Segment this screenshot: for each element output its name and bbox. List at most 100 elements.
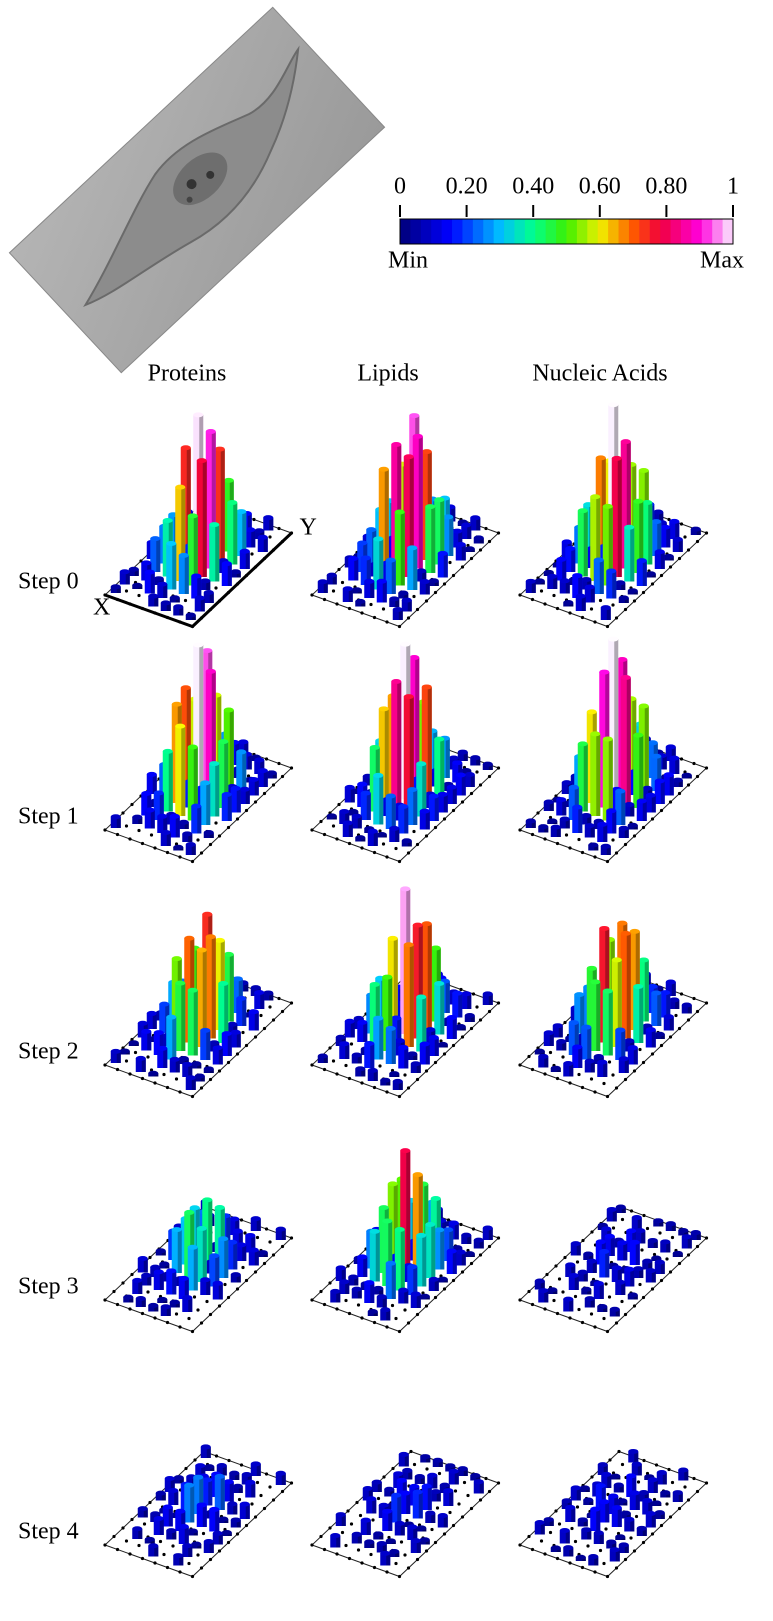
column-top xyxy=(574,992,584,997)
column-top xyxy=(452,760,462,765)
column-top xyxy=(599,1499,609,1504)
column-shade xyxy=(251,530,255,548)
column-top xyxy=(583,1497,593,1502)
column-top xyxy=(562,1498,572,1503)
base-dot xyxy=(407,851,410,854)
column-top xyxy=(245,1233,255,1238)
column-top xyxy=(218,1236,228,1241)
column-top xyxy=(610,1307,620,1312)
column-top xyxy=(608,1494,618,1499)
base-dot xyxy=(245,809,248,812)
base-dot xyxy=(556,1557,559,1560)
column-top xyxy=(606,808,616,813)
column-top xyxy=(639,704,649,709)
base-dot xyxy=(153,1316,156,1319)
column-shade xyxy=(643,561,647,586)
base-dot xyxy=(281,1245,284,1248)
base-dot xyxy=(660,1279,663,1282)
column-top xyxy=(678,1228,688,1233)
column-shade xyxy=(453,1017,457,1039)
base-dot xyxy=(398,625,401,628)
column-top xyxy=(379,1503,389,1508)
column-shade xyxy=(370,1044,374,1068)
base-dot xyxy=(590,1312,593,1315)
column-top xyxy=(526,818,536,823)
column-top xyxy=(240,1502,250,1507)
base-dot xyxy=(660,1044,663,1047)
column-top xyxy=(330,1533,340,1538)
base-dot xyxy=(554,1264,557,1267)
base-dot xyxy=(130,1273,133,1276)
base-dot xyxy=(705,1236,708,1239)
column-top xyxy=(251,1461,261,1466)
column-top xyxy=(456,1250,466,1255)
base-dot xyxy=(259,1494,262,1497)
column-top xyxy=(380,1551,390,1556)
column-shade xyxy=(228,1034,232,1056)
base-dot xyxy=(497,531,500,534)
column-top xyxy=(445,1463,455,1468)
column-top xyxy=(547,818,557,823)
column-top xyxy=(569,1020,579,1025)
column-top xyxy=(673,1251,683,1256)
column-top xyxy=(138,1256,148,1261)
column-top xyxy=(170,595,180,600)
column-top xyxy=(206,669,216,674)
base-dot xyxy=(615,1566,618,1569)
base-dot xyxy=(678,557,681,560)
column-top xyxy=(447,1015,457,1020)
column-top xyxy=(599,670,609,675)
column-top xyxy=(655,549,665,554)
column-top xyxy=(154,790,164,795)
column-top xyxy=(597,1304,607,1309)
column-top xyxy=(254,758,264,763)
column-top xyxy=(547,1287,557,1292)
column-top xyxy=(632,1462,642,1467)
base-dot xyxy=(263,1027,266,1030)
column-top xyxy=(170,1300,180,1305)
column-top xyxy=(389,1071,399,1076)
column-shade xyxy=(233,1242,237,1269)
column-shade xyxy=(596,982,600,1051)
column-top xyxy=(598,1462,608,1467)
base-dot xyxy=(137,594,140,597)
column-shade xyxy=(596,734,600,816)
column-top xyxy=(157,814,167,819)
column-top xyxy=(206,429,216,434)
colorbar-segment xyxy=(525,219,536,244)
column-top xyxy=(427,1473,437,1478)
column-top xyxy=(213,1531,223,1536)
column-top xyxy=(594,558,604,563)
base-dot xyxy=(642,1459,645,1462)
column-top xyxy=(646,1268,656,1273)
column-top xyxy=(429,1035,439,1040)
base-dot xyxy=(337,568,340,571)
base-dot xyxy=(593,620,596,623)
base-dot xyxy=(328,1046,331,1049)
base-dot xyxy=(488,1245,491,1248)
base-dot xyxy=(319,820,322,823)
column-top xyxy=(596,1483,606,1488)
base-dot xyxy=(543,602,546,605)
base-dot xyxy=(240,1463,243,1466)
column-shade xyxy=(462,545,466,561)
column-shade xyxy=(652,795,656,812)
column-top xyxy=(429,794,439,799)
column-top xyxy=(254,528,264,533)
column-top xyxy=(407,1051,417,1056)
column-top xyxy=(646,793,656,798)
base-dot xyxy=(290,766,293,769)
column-top xyxy=(227,500,237,505)
column-shade xyxy=(219,1048,223,1065)
column-top xyxy=(391,1493,401,1498)
column-top xyxy=(388,1181,398,1186)
base-dot xyxy=(606,625,609,628)
column-top xyxy=(188,745,198,750)
column-top xyxy=(188,513,198,518)
column-top xyxy=(470,515,480,520)
base-dot xyxy=(277,762,280,765)
base-dot xyxy=(556,842,559,845)
base-dot xyxy=(236,1287,239,1290)
column-top xyxy=(159,1261,169,1266)
colorbar-segment xyxy=(452,219,463,244)
